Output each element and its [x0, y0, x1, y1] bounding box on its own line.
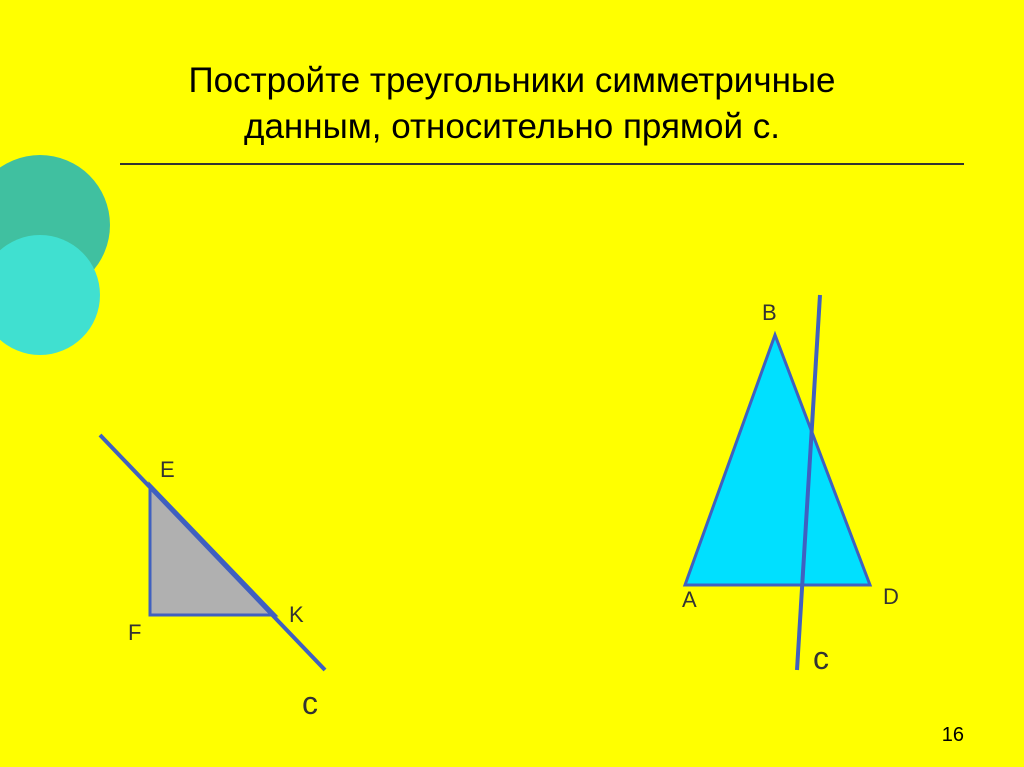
diagram-area: E F K с B A D с	[0, 165, 1024, 725]
triangle-shape	[685, 335, 870, 585]
page-number: 16	[942, 724, 964, 747]
vertex-label-d: D	[883, 584, 899, 610]
vertex-label-f: F	[128, 620, 141, 646]
left-diagram-svg	[75, 410, 355, 710]
right-diagram-svg	[645, 290, 925, 690]
title-line-1: Постройте треугольники симметричные	[188, 61, 835, 100]
vertex-label-b: B	[762, 300, 777, 326]
page-title: Постройте треугольники симметричные данн…	[0, 0, 1024, 149]
line-label-left: с	[302, 685, 318, 722]
vertex-label-k: K	[289, 602, 304, 628]
vertex-label-e: E	[160, 457, 175, 483]
line-label-right: с	[813, 640, 829, 677]
vertex-label-a: A	[682, 587, 697, 613]
title-line-2: данным, относительно прямой с.	[244, 107, 780, 146]
